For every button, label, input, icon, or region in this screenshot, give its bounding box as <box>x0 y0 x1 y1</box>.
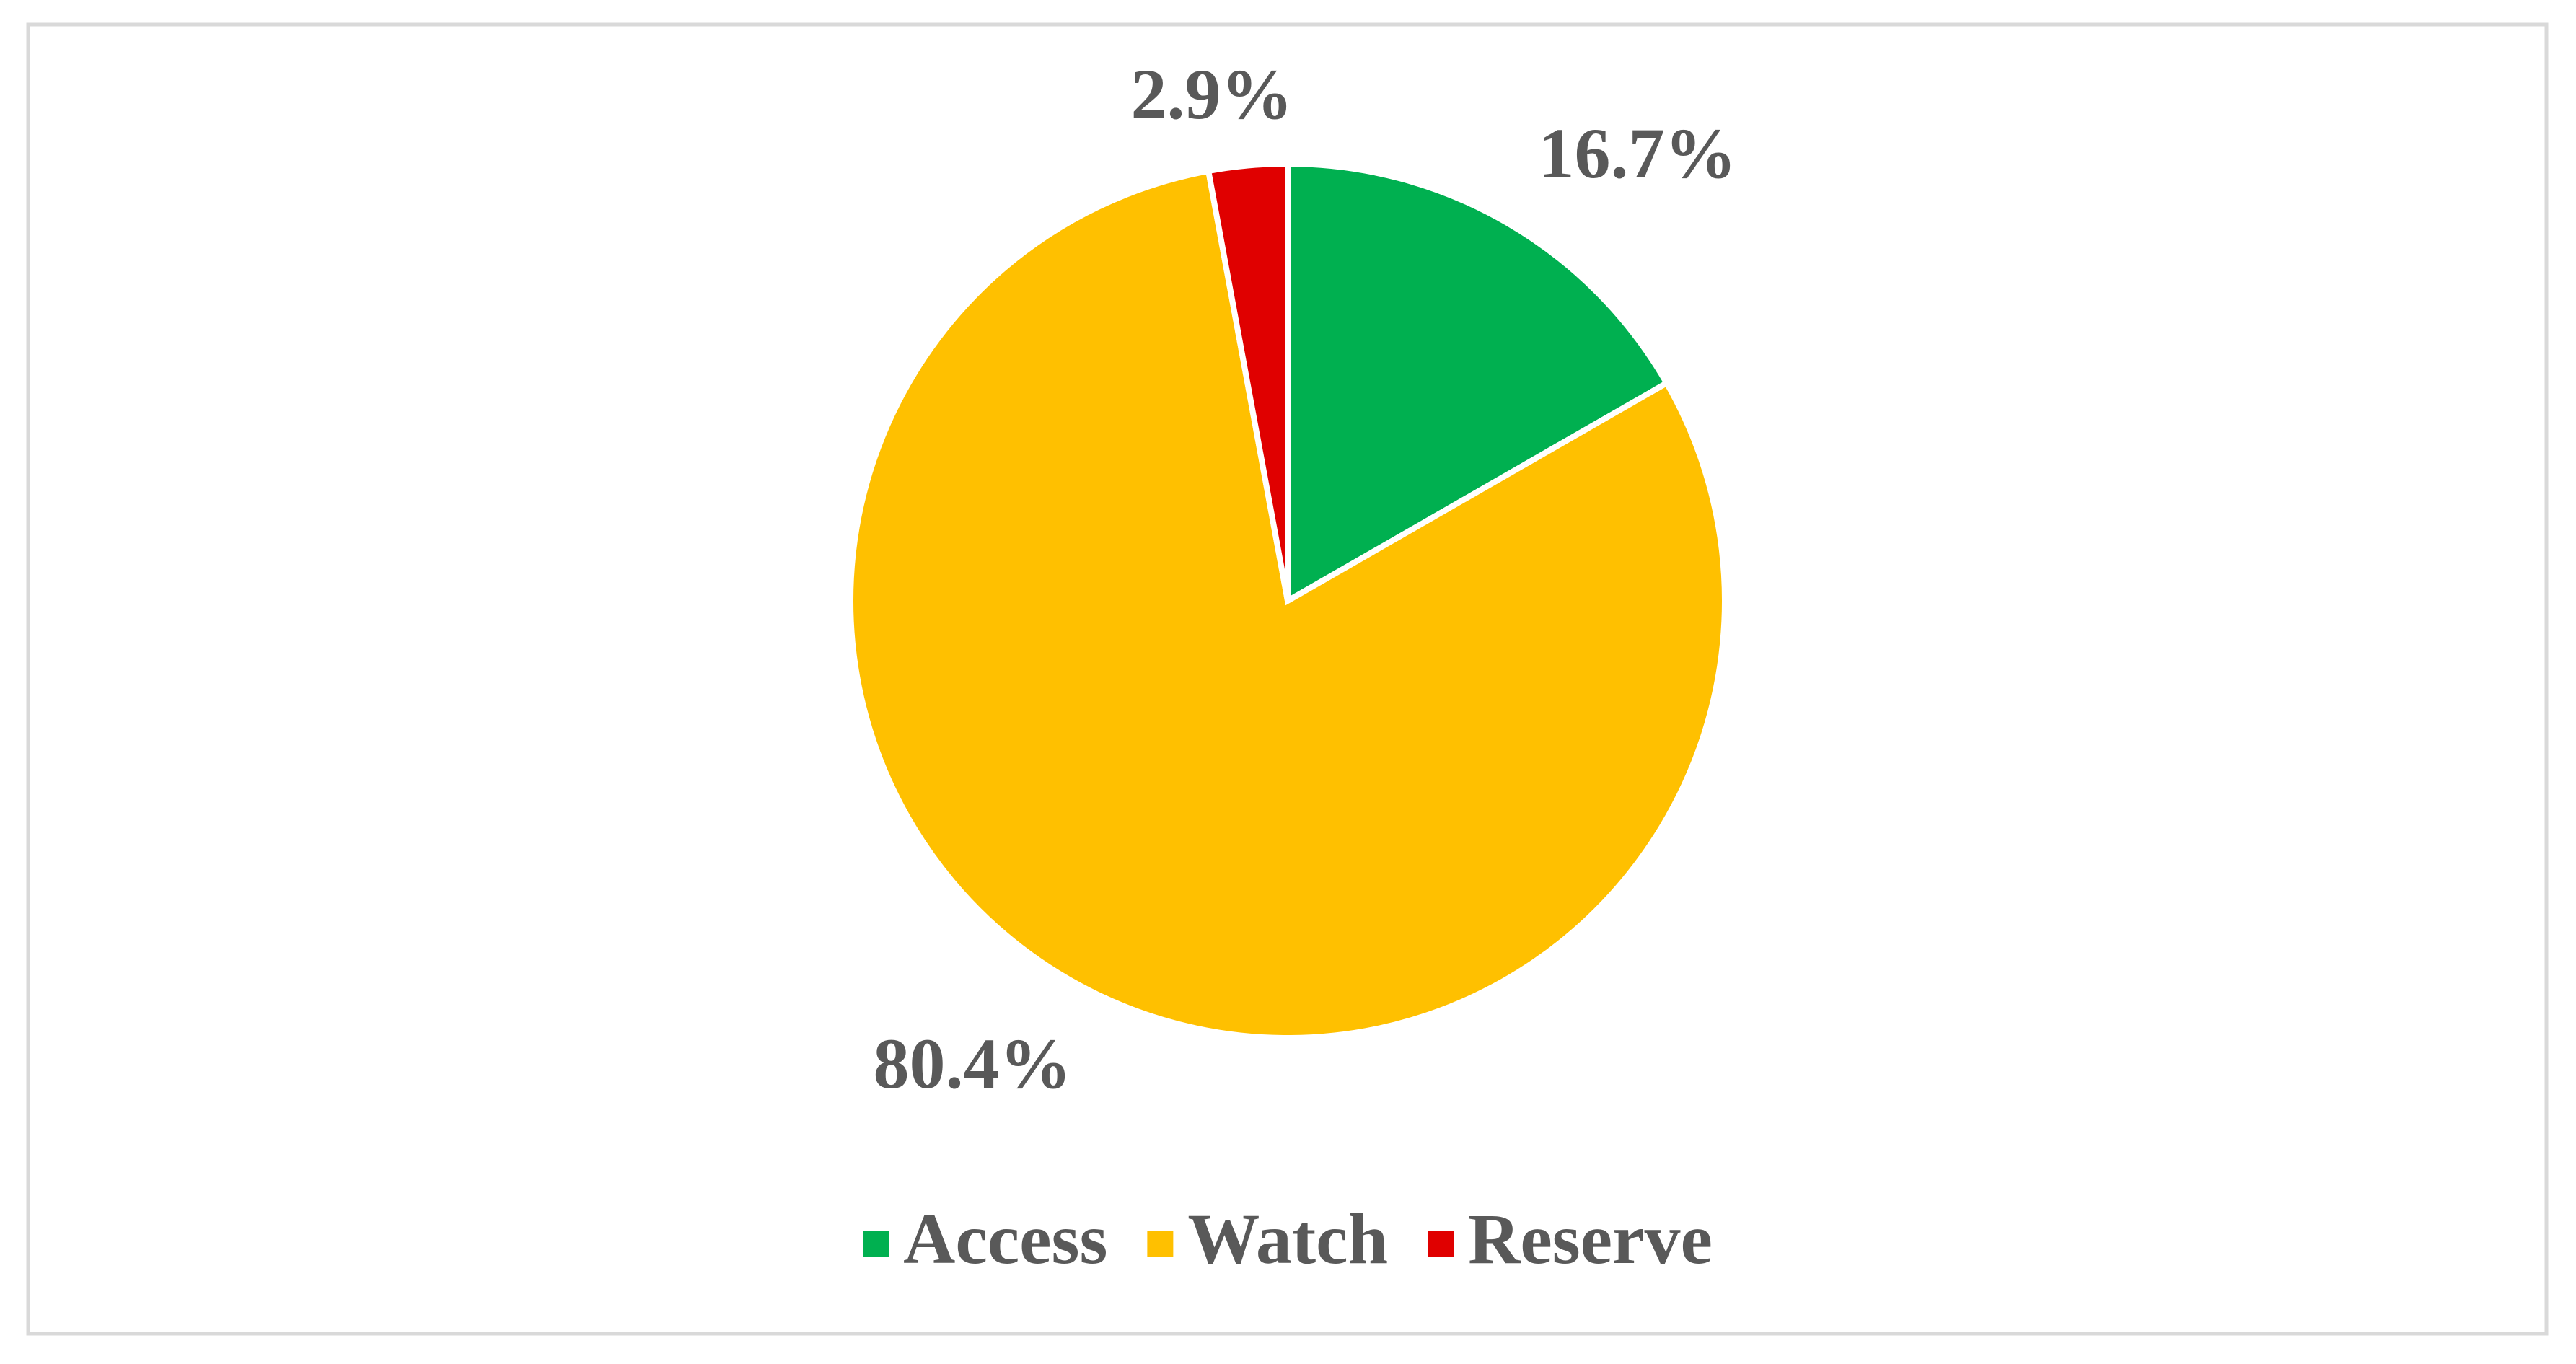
legend-swatch <box>863 1231 889 1257</box>
pie-slice <box>1285 160 1671 606</box>
data-label: 80.4% <box>874 1024 1072 1104</box>
data-label: 2.9% <box>1131 54 1293 134</box>
legend-label: Reserve <box>1468 1199 1713 1279</box>
legend-swatch <box>1147 1231 1174 1257</box>
legend-label: Access <box>903 1199 1107 1279</box>
legend-label: Watch <box>1187 1199 1388 1279</box>
legend-swatch <box>1428 1231 1454 1257</box>
pie-slice <box>848 167 1728 1041</box>
pie-slice <box>1205 160 1291 602</box>
data-label: 16.7% <box>1539 113 1737 193</box>
